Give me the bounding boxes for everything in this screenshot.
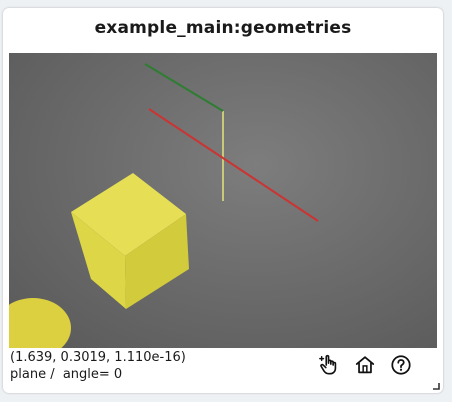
3d-viewport[interactable] bbox=[9, 53, 437, 348]
help-button[interactable] bbox=[388, 352, 414, 378]
pan-button[interactable] bbox=[316, 352, 342, 378]
figure-panel: example_main:geometries (1.639, 0.3019, … bbox=[3, 8, 443, 393]
figure-title: example_main:geometries bbox=[94, 18, 352, 38]
status-readout: (1.639, 0.3019, 1.110e-16) plane / angle… bbox=[10, 349, 186, 383]
y-axis-line bbox=[144, 63, 224, 112]
home-button[interactable] bbox=[352, 352, 378, 378]
cube-side-face bbox=[125, 214, 189, 309]
cursor-coordinates: (1.639, 0.3019, 1.110e-16) bbox=[10, 350, 186, 365]
pointer-hand-icon bbox=[319, 354, 337, 375]
resize-grip-icon[interactable] bbox=[432, 382, 440, 390]
viewer-toolbar bbox=[316, 352, 414, 380]
sphere-geometry bbox=[9, 298, 71, 348]
home-icon bbox=[355, 356, 375, 374]
plane-angle-readout: plane / angle= 0 bbox=[10, 367, 123, 382]
cube-front-face bbox=[71, 212, 126, 309]
x-axis-line bbox=[148, 108, 319, 222]
help-icon bbox=[391, 355, 411, 375]
cube-top-face bbox=[71, 173, 186, 256]
scene-canvas[interactable] bbox=[9, 53, 437, 348]
cube-geometry bbox=[71, 173, 189, 309]
